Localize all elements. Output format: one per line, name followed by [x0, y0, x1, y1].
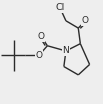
Text: O: O	[82, 16, 89, 25]
Text: N: N	[63, 46, 69, 55]
Text: O: O	[38, 32, 45, 41]
Text: Cl: Cl	[55, 3, 64, 12]
Text: O: O	[36, 51, 43, 60]
